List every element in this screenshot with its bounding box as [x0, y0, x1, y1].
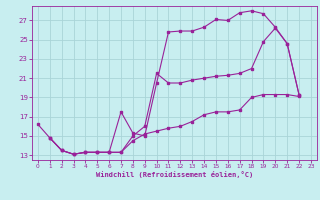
X-axis label: Windchill (Refroidissement éolien,°C): Windchill (Refroidissement éolien,°C): [96, 171, 253, 178]
